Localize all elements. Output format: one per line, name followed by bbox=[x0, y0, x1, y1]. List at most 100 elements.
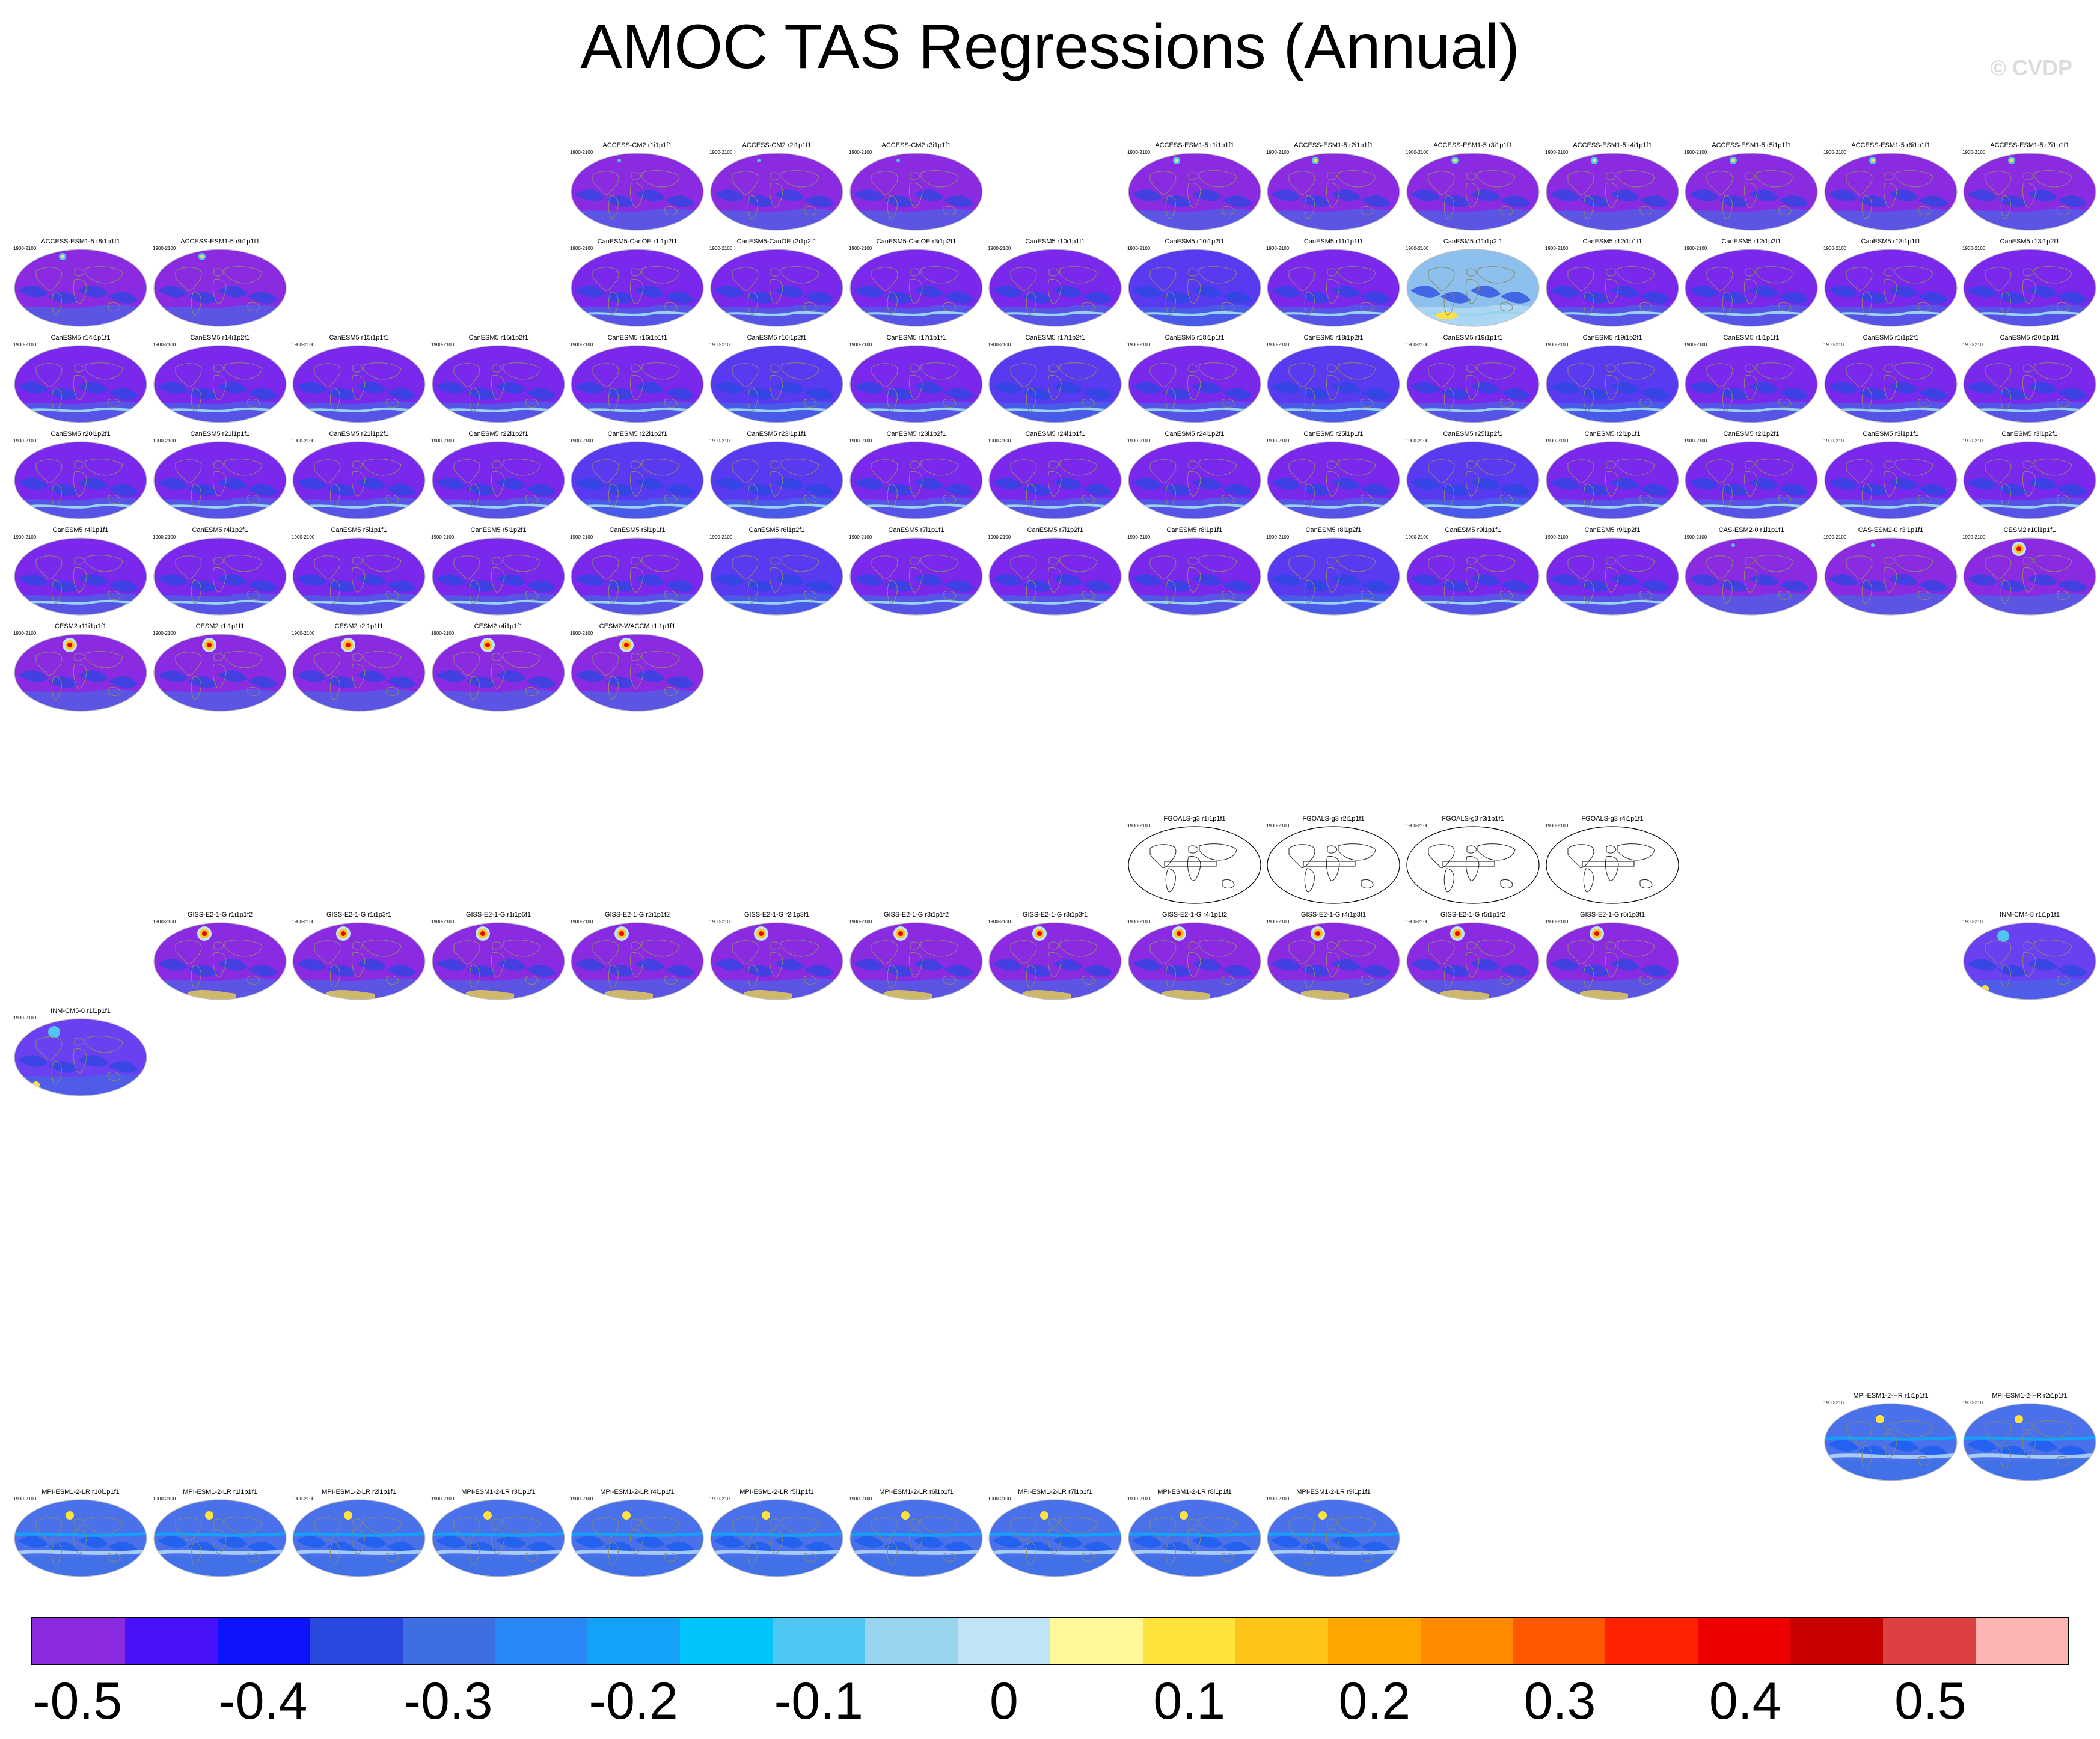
map-panel-map bbox=[1963, 1403, 2096, 1481]
map-panel-period: 1900-2100 bbox=[570, 342, 593, 347]
map-panel-map bbox=[1963, 537, 2096, 616]
map-panel-title: MPI-ESM1-2-LR r9i1p1f1 bbox=[1296, 1488, 1371, 1496]
map-panel-map bbox=[1406, 826, 1540, 904]
map-panel-title: GISS-E2-1-G r2i1p1f2 bbox=[604, 911, 670, 918]
map-panel-map bbox=[432, 537, 565, 616]
map-panel-map bbox=[710, 1499, 843, 1577]
map-panel-map bbox=[571, 922, 704, 1000]
map-panel-period: 1900-2100 bbox=[153, 534, 176, 540]
map-panel-title: CanESM5 r9i1p1f1 bbox=[1445, 527, 1501, 534]
map-panel-map bbox=[1546, 537, 1679, 616]
map-panel-period: 1900-2100 bbox=[13, 631, 37, 636]
map-panel-period: 1900-2100 bbox=[1127, 342, 1151, 347]
map-panel-title: CanESM5 r7i1p2f1 bbox=[1027, 527, 1083, 534]
map-panel-period: 1900-2100 bbox=[1406, 534, 1429, 540]
map-panel-map bbox=[988, 441, 1122, 519]
map-panel-period: 1900-2100 bbox=[1545, 534, 1569, 540]
map-panel: CanESM5 r24i1p2f1 1900-2100 bbox=[1126, 430, 1263, 520]
map-panel-period: 1900-2100 bbox=[1545, 823, 1569, 828]
map-panel-title: CanESM5 r24i1p2f1 bbox=[1165, 430, 1225, 438]
map-panel: CanESM5 r25i1p2f1 1900-2100 bbox=[1404, 430, 1541, 520]
map-panel: CanESM5 r7i1p2f1 1900-2100 bbox=[987, 526, 1124, 616]
map-panel-period: 1900-2100 bbox=[13, 1496, 37, 1502]
map-panel-title: CanESM5 r14i1p2f1 bbox=[190, 334, 250, 341]
map-panel-map bbox=[849, 345, 983, 423]
map-panel-map bbox=[1685, 153, 1818, 231]
map-panel-map bbox=[1546, 922, 1679, 1000]
map-panel-period: 1900-2100 bbox=[570, 438, 593, 444]
map-panel-map bbox=[292, 441, 426, 519]
map-panel: MPI-ESM1-2-LR r2i1p1f1 1900-2100 bbox=[290, 1488, 427, 1578]
map-panel-period: 1900-2100 bbox=[1823, 246, 1847, 251]
map-panel-map bbox=[988, 1499, 1122, 1577]
map-panel-title: CanESM5 r5i1p1f1 bbox=[331, 527, 387, 534]
map-panel-map bbox=[710, 345, 843, 423]
map-panel: INM-CM4-8 r1i1p1f1 1900-2100 bbox=[1961, 911, 2098, 1001]
map-panel-period: 1900-2100 bbox=[292, 534, 315, 540]
map-panel: MPI-ESM1-2-HR r2i1p1f1 1900-2100 bbox=[1961, 1392, 2098, 1482]
map-panel-map bbox=[153, 537, 287, 616]
map-panel-map bbox=[1128, 345, 1261, 423]
figure-title: AMOC TAS Regressions (Annual) bbox=[580, 12, 1520, 82]
map-panel-map bbox=[988, 249, 1122, 327]
map-panel-title: MPI-ESM1-2-LR r2i1p1f1 bbox=[322, 1488, 396, 1496]
colorbar-box bbox=[32, 1618, 125, 1664]
map-panel-period: 1900-2100 bbox=[1545, 919, 1569, 925]
map-panel-title: GISS-E2-1-G r3i1p1f2 bbox=[883, 911, 949, 918]
map-panel-period: 1900-2100 bbox=[1406, 919, 1429, 925]
map-panel-map bbox=[14, 1499, 147, 1577]
map-panel: FGOALS-g3 r1i1p1f1 1900-2100 bbox=[1126, 814, 1263, 905]
map-panel: CanESM5 r21i1p1f1 1900-2100 bbox=[152, 430, 289, 520]
map-panel-title: FGOALS-g3 r3i1p1f1 bbox=[1442, 815, 1504, 822]
map-panel-title: CanESM5 r1i1p2f1 bbox=[1863, 334, 1919, 341]
map-panel-period: 1900-2100 bbox=[292, 1496, 315, 1502]
map-panel-title: CanESM5 r5i1p2f1 bbox=[470, 527, 527, 534]
map-panel-title: INM-CM4-8 r1i1p1f1 bbox=[2000, 911, 2060, 918]
map-panel: CanESM5 r9i1p2f1 1900-2100 bbox=[1544, 526, 1681, 616]
map-panel-map bbox=[1546, 153, 1679, 231]
map-panel-map bbox=[1128, 249, 1261, 327]
map-panel: MPI-ESM1-2-HR r1i1p1f1 1900-2100 bbox=[1822, 1392, 1959, 1482]
colorbar-box bbox=[310, 1618, 403, 1664]
map-panel-map bbox=[571, 537, 704, 616]
map-panel: MPI-ESM1-2-LR r9i1p1f1 1900-2100 bbox=[1265, 1488, 1402, 1578]
map-panel-period: 1900-2100 bbox=[709, 438, 733, 444]
colorbar-tick-label: -0.3 bbox=[403, 1672, 493, 1730]
map-panel-map bbox=[1406, 922, 1540, 1000]
map-panel: CanESM5 r4i1p1f1 1900-2100 bbox=[12, 526, 149, 616]
map-panel-title: GISS-E2-1-G r5i1p1f2 bbox=[1440, 911, 1506, 918]
map-panel: CanESM5 r22i1p2f1 1900-2100 bbox=[569, 430, 706, 520]
map-panel-title: CanESM5 r23i1p1f1 bbox=[747, 430, 807, 438]
map-panel-period: 1900-2100 bbox=[1962, 150, 1986, 155]
map-panel-title: CanESM5 r21i1p2f1 bbox=[329, 430, 389, 438]
map-panel-map bbox=[849, 153, 983, 231]
map-panel-map bbox=[1267, 249, 1400, 327]
map-panel: CESM2 r1i1p1f1 1900-2100 bbox=[152, 622, 289, 712]
map-panel: CanESM5 r6i1p2f1 1900-2100 bbox=[708, 526, 845, 616]
map-panel-period: 1900-2100 bbox=[153, 1496, 176, 1502]
map-panel-title: CanESM5-CanOE r2i1p2f1 bbox=[736, 238, 817, 245]
map-panel-period: 1900-2100 bbox=[709, 150, 733, 155]
map-panel-period: 1900-2100 bbox=[1684, 342, 1707, 347]
map-panel: GISS-E2-1-G r4i1p3f1 1900-2100 bbox=[1265, 911, 1402, 1001]
map-panel-period: 1900-2100 bbox=[1823, 1400, 1847, 1405]
map-panel-title: CanESM5 r2i1p2f1 bbox=[1723, 430, 1780, 438]
map-panel: CanESM5 r5i1p2f1 1900-2100 bbox=[430, 526, 567, 616]
colorbar-box bbox=[402, 1618, 495, 1664]
map-panel: GISS-E2-1-G r2i1p1f2 1900-2100 bbox=[569, 911, 706, 1001]
map-panel-period: 1900-2100 bbox=[1406, 342, 1429, 347]
map-panel: CanESM5-CanOE r2i1p2f1 1900-2100 bbox=[708, 237, 845, 328]
map-panel: CanESM5 r21i1p2f1 1900-2100 bbox=[290, 430, 427, 520]
map-panel-title: CanESM5 r13i1p2f1 bbox=[2000, 238, 2060, 245]
colorbar-tick-label: 0.2 bbox=[1338, 1672, 1411, 1730]
map-panel: CanESM5 r4i1p2f1 1900-2100 bbox=[152, 526, 289, 616]
map-panel: CAS-ESM2-0 r3i1p1f1 1900-2100 bbox=[1822, 526, 1959, 616]
colorbar-box bbox=[1513, 1618, 1606, 1664]
map-panel: MPI-ESM1-2-LR r3i1p1f1 1900-2100 bbox=[430, 1488, 567, 1578]
map-panel: CanESM5-CanOE r1i1p2f1 1900-2100 bbox=[569, 237, 706, 328]
map-panel: MPI-ESM1-2-LR r8i1p1f1 1900-2100 bbox=[1126, 1488, 1263, 1578]
map-panel-title: MPI-ESM1-2-HR r2i1p1f1 bbox=[1992, 1392, 2068, 1399]
map-panel-title: CanESM5 r9i1p2f1 bbox=[1584, 527, 1641, 534]
map-panel-period: 1900-2100 bbox=[1127, 438, 1151, 444]
